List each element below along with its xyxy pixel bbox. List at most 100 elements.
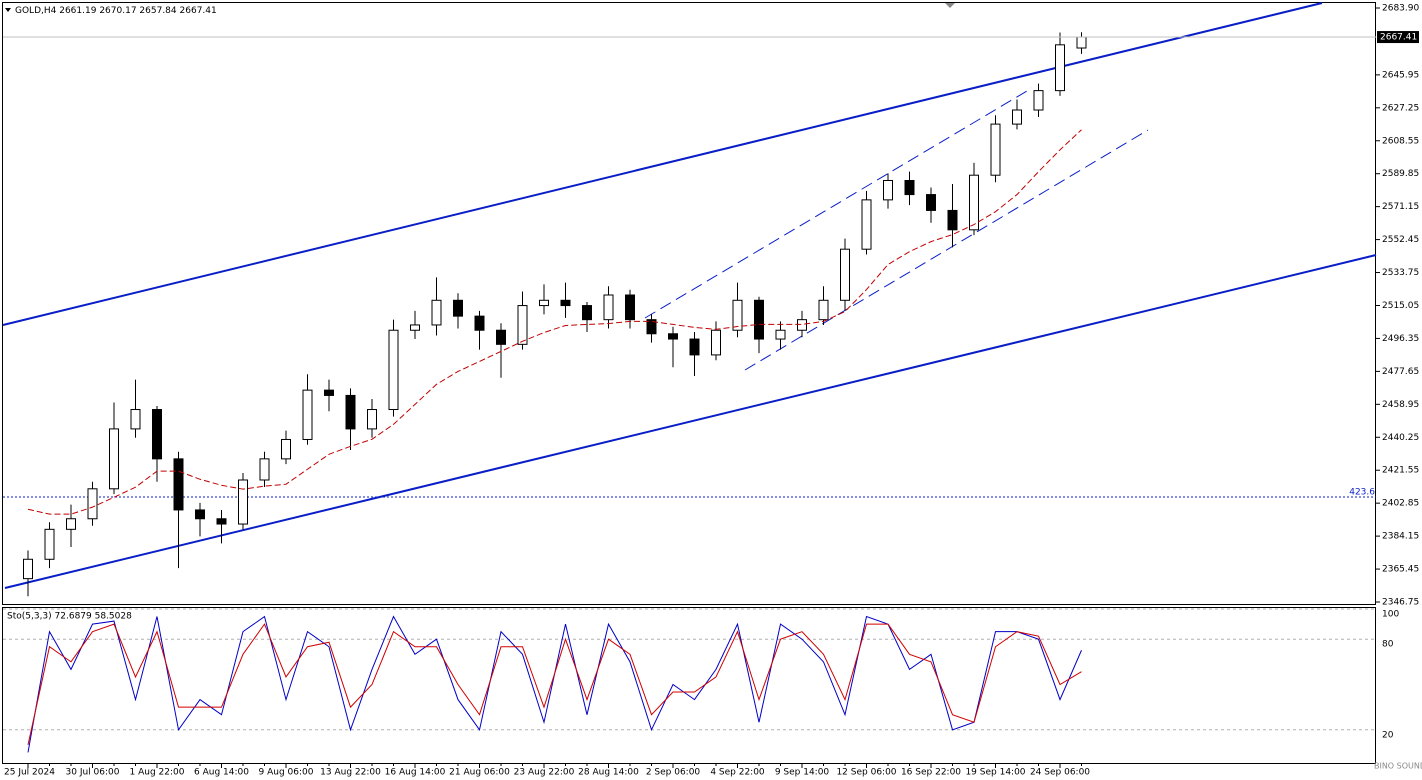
indicator-title: Sto(5,3,3) 72.6879 58.5028 [7,612,132,622]
collapse-arrow[interactable] [5,8,11,12]
main-frame [2,2,1376,605]
current-price-label: 2667.41 [1380,33,1417,43]
y-tick-label: 2384.15 [1382,532,1419,542]
x-tick-label: 28 Aug 14:00 [578,768,639,778]
stochastic-line [27,623,1082,746]
y-tick-label: 2589.85 [1382,169,1419,179]
y-tick-label: 2402.85 [1382,499,1419,509]
candle-body [109,428,119,490]
channel-upper[interactable] [2,2,1323,326]
candle-body [754,299,764,340]
indicator-tick-label: 80 [1382,640,1394,650]
candle-body [388,329,399,411]
candle-body [1076,36,1087,49]
candle-body [861,199,872,250]
x-tick-label: 2 Sep 06:00 [646,768,701,778]
candle-body [173,458,184,511]
indicator-tick-label: 100 [1382,610,1399,620]
candle-body [431,299,442,326]
candle-body [711,329,721,356]
chart-header: GOLD,H4 2661.19 2670.17 2657.84 2667.41 [15,6,217,16]
candle-body [560,299,571,307]
symbol: GOLD,H4 [15,6,57,16]
candle-body [453,299,463,317]
candle-body [947,209,958,231]
x-tick-label: 12 Sep 06:00 [836,768,896,778]
candle-body [152,409,162,460]
last-low: 2657.84 [139,6,176,16]
x-tick-label: 25 Jul 2024 [4,768,55,778]
candle-body [281,438,291,460]
candle-body [969,174,979,231]
x-tick-label: 21 Aug 06:00 [449,768,510,778]
y-tick-label: 2458.95 [1382,400,1419,410]
candle-body [195,509,205,520]
candle-body [818,299,829,321]
candle-body [66,518,76,530]
x-tick-label: 24 Sep 06:00 [1030,768,1090,778]
candle-body [324,389,334,396]
channel-lower[interactable] [4,254,1377,589]
y-tick-label: 2421.55 [1382,466,1419,476]
drawn-objects: 423.6 [2,2,1377,589]
candle-body [238,479,248,525]
current-price-box [1377,31,1419,44]
candle-body [410,324,420,331]
candle-body [603,294,614,321]
candle-body [990,123,1001,176]
x-tick-label: 23 Aug 22:00 [514,768,575,778]
candle-body [883,179,893,201]
candle-body [367,409,377,430]
dashed-channel-lower[interactable] [744,129,1149,371]
candle-body [1055,44,1065,92]
candle-body [216,518,227,525]
y-tick-label: 2552.45 [1382,235,1419,245]
last-high: 2670.17 [99,6,136,16]
candle-body [625,294,635,321]
x-tick-label: 16 Sep 22:00 [901,768,961,778]
y-tick-label: 2627.25 [1382,103,1419,113]
y-tick-label: 2365.45 [1382,565,1419,575]
candle-body [1033,90,1044,111]
candle-body [130,409,141,430]
candle-body [474,315,485,331]
x-tick-label: 30 Jul 06:00 [66,768,120,778]
x-tick-label: 9 Aug 06:00 [259,768,314,778]
last-close: 2667.41 [180,6,217,16]
candle-body [689,338,700,356]
moving-average [27,129,1082,515]
candle-body [646,319,657,335]
x-tick-label: 6 Aug 14:00 [194,768,249,778]
candle-body [926,194,936,211]
y-tick-label: 2683.90 [1382,4,1419,14]
watermark: BINO SOUND [1374,762,1422,771]
candle-body [904,179,915,196]
y-tick-label: 2645.95 [1382,70,1419,80]
candle-body [517,305,528,345]
y-tick-label: 2477.65 [1382,367,1419,377]
indicator-frame [2,607,1376,764]
candle-body [302,389,313,440]
indicator-tick-label: 20 [1382,730,1394,740]
candle-body [775,329,786,340]
y-tick-label: 2496.35 [1382,334,1419,344]
candle-body [668,333,678,340]
y-tick-label: 2533.75 [1382,268,1419,278]
y-tick-label: 2440.25 [1382,433,1419,443]
fibo-level-label: 423.6 [1349,488,1375,498]
y-tick-label: 2346.75 [1382,598,1419,608]
candle-body [797,319,807,331]
y-tick-label: 2608.55 [1382,136,1419,146]
dashed-channel-upper[interactable] [644,87,1033,319]
candle-body [582,305,592,321]
y-tick-label: 2571.15 [1382,202,1419,212]
last-open: 2661.19 [59,6,96,16]
candle-body [44,528,55,560]
candle-body [259,458,270,481]
candle-body [496,329,506,345]
candle-body [732,299,743,331]
shift-marker [945,3,955,8]
x-tick-label: 19 Sep 14:00 [965,768,1025,778]
